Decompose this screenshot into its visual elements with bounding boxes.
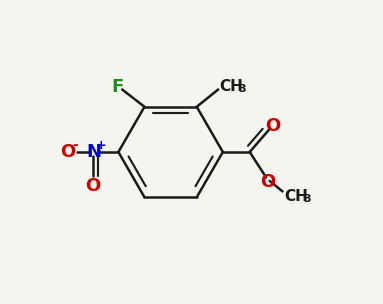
Text: +: + [95, 139, 106, 152]
Text: 3: 3 [303, 194, 311, 204]
Text: N: N [87, 143, 102, 161]
Text: O: O [85, 177, 101, 195]
Text: O: O [265, 117, 280, 135]
Text: F: F [111, 78, 124, 96]
Text: CH: CH [220, 79, 244, 94]
Text: CH: CH [285, 189, 308, 204]
Text: -: - [72, 137, 78, 151]
Text: O: O [60, 143, 75, 161]
Text: O: O [260, 173, 275, 191]
Text: 3: 3 [238, 84, 246, 94]
